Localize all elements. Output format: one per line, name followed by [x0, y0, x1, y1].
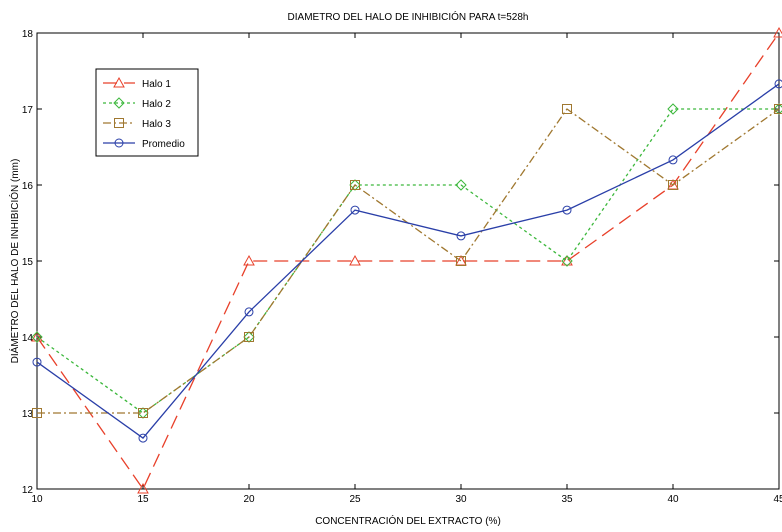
y-tick-label: 18 [22, 29, 34, 40]
series-line [36, 32, 780, 491]
data-point [561, 254, 573, 266]
data-point [137, 482, 149, 494]
y-tick-label: 12 [22, 485, 34, 496]
data-point [774, 79, 782, 89]
legend-item: Halo 2 [103, 97, 171, 110]
data-point [668, 155, 678, 165]
series-line [36, 83, 780, 439]
data-point [350, 180, 360, 190]
legend-marker [114, 118, 124, 128]
series-line [36, 108, 779, 414]
y-tick-label: 13 [22, 409, 34, 420]
x-tick-label: 40 [667, 494, 679, 505]
legend-label: Halo 1 [142, 79, 171, 90]
y-axis-label: DIÁMETRO DEL HALO DE INHIBICIÓN (mm) [8, 159, 21, 364]
y-tick-label: 15 [22, 257, 34, 268]
series-promedio [32, 79, 782, 443]
legend: Halo 1 Halo 2 Halo 3 Promedio [95, 68, 199, 157]
x-tick-label: 45 [773, 494, 782, 505]
data-point [562, 205, 572, 215]
data-point [562, 104, 572, 114]
data-point [138, 408, 148, 418]
legend-label: Promedio [142, 139, 185, 150]
data-point [350, 205, 360, 215]
legend-marker [113, 76, 125, 88]
x-tick-label: 30 [455, 494, 467, 505]
legend-marker [114, 138, 124, 148]
y-tick-label: 14 [22, 333, 34, 344]
y-tick-label: 17 [22, 105, 34, 116]
data-point [455, 179, 467, 191]
legend-item: Promedio [103, 138, 185, 150]
data-point [561, 255, 573, 267]
data-point [243, 254, 255, 266]
data-point [349, 254, 361, 266]
data-point [32, 408, 42, 418]
x-tick-label: 15 [137, 494, 149, 505]
data-point [31, 330, 43, 342]
legend-item: Halo 3 [103, 118, 171, 130]
data-point [138, 433, 148, 443]
y-tick-label: 16 [22, 181, 34, 192]
data-point [31, 331, 43, 343]
legend-item: Halo 1 [103, 76, 171, 90]
data-point [774, 104, 782, 114]
legend-label: Halo 2 [142, 99, 171, 110]
legend-marker [113, 97, 125, 109]
series-layer [31, 26, 782, 494]
data-point [244, 307, 254, 317]
axis-ticks: 10 15 20 25 30 35 40 45 12 13 14 15 16 17 18 [22, 29, 782, 505]
data-point [667, 103, 679, 115]
x-tick-label: 35 [561, 494, 573, 505]
x-axis-label: CONCENTRACIÓN DEL EXTRACTO (%) [315, 514, 501, 527]
data-point [456, 256, 466, 266]
data-point [456, 231, 466, 241]
x-tick-label: 10 [31, 494, 43, 505]
data-point [32, 357, 42, 367]
data-point [668, 180, 678, 190]
series-halo-1 [31, 26, 782, 494]
x-tick-label: 20 [243, 494, 255, 505]
chart-title: DIAMETRO DEL HALO DE INHIBICIÓN PARA t=5… [288, 10, 529, 23]
x-tick-label: 25 [349, 494, 361, 505]
data-point [244, 332, 254, 342]
legend-label: Halo 3 [142, 119, 171, 130]
